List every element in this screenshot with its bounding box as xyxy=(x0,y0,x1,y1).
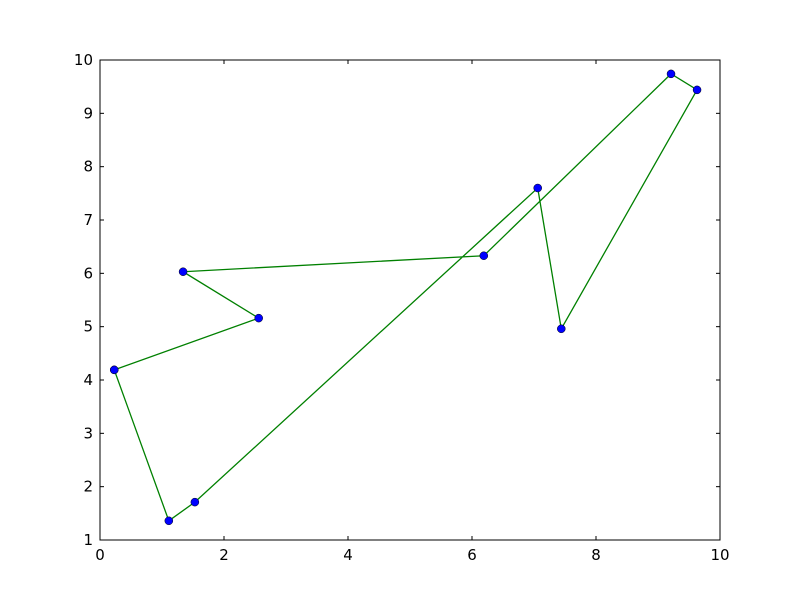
y-tick-label: 5 xyxy=(83,318,93,336)
y-tick-label: 1 xyxy=(83,531,93,549)
y-tick-label: 9 xyxy=(83,104,93,122)
data-point xyxy=(479,251,489,260)
data-point xyxy=(533,183,542,193)
axes-frame xyxy=(99,59,721,541)
data-point xyxy=(692,85,702,95)
y-tick-label: 3 xyxy=(83,424,93,442)
x-tick-label: 0 xyxy=(95,546,105,564)
x-tick-label: 2 xyxy=(219,546,229,564)
x-tick-label: 8 xyxy=(591,546,601,564)
data-point xyxy=(557,324,566,334)
x-tick-label: 10 xyxy=(710,546,729,564)
x-tick-label: 4 xyxy=(343,546,353,564)
plot-area xyxy=(100,60,720,540)
data-point xyxy=(178,267,188,276)
y-tick-label: 6 xyxy=(83,264,93,282)
y-tick-label: 7 xyxy=(83,211,93,229)
data-point xyxy=(164,516,174,526)
data-point xyxy=(254,313,263,323)
y-tick-label: 4 xyxy=(83,371,93,389)
y-tick-label: 10 xyxy=(74,51,93,69)
data-point xyxy=(666,69,676,79)
x-tick-label: 6 xyxy=(467,546,477,564)
data-point xyxy=(190,497,200,507)
y-tick-label: 8 xyxy=(83,158,93,176)
y-tick-label: 2 xyxy=(83,478,93,496)
data-point xyxy=(110,365,119,375)
